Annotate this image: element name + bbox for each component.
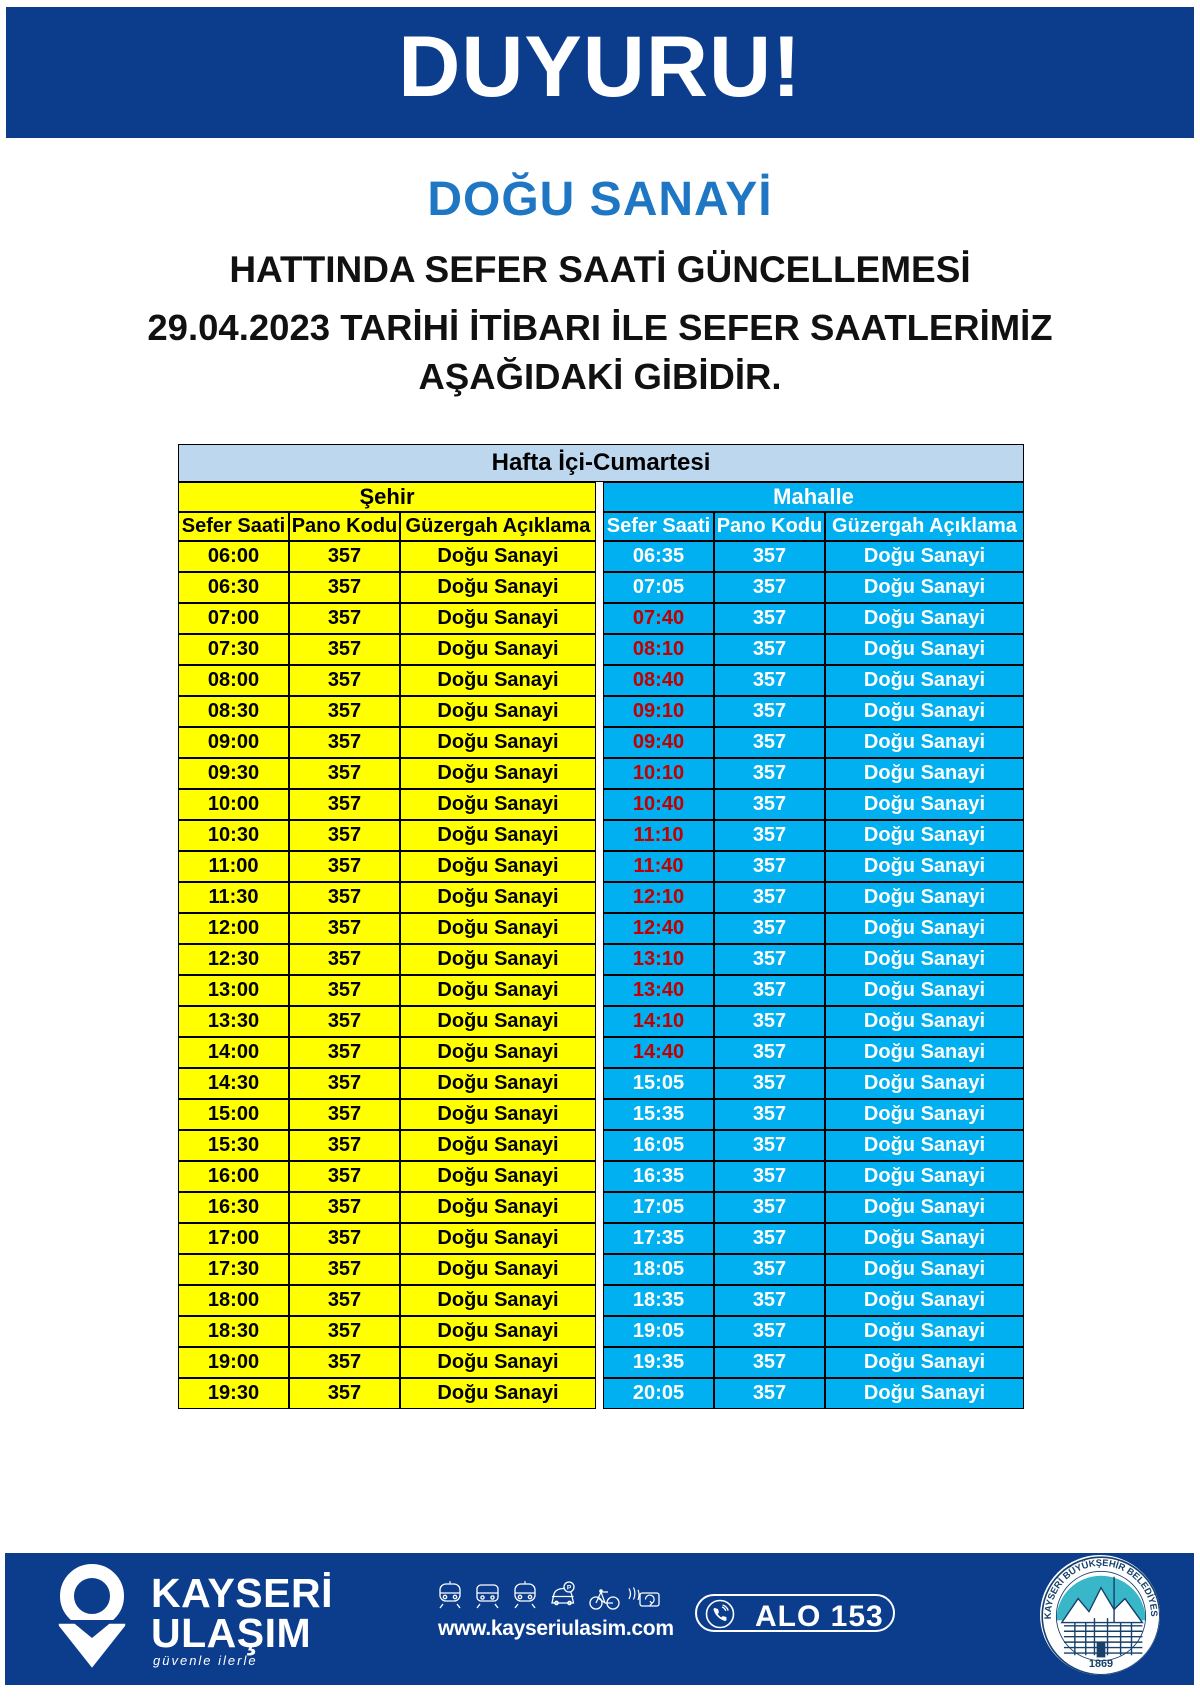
svg-text:P: P: [567, 1584, 572, 1591]
